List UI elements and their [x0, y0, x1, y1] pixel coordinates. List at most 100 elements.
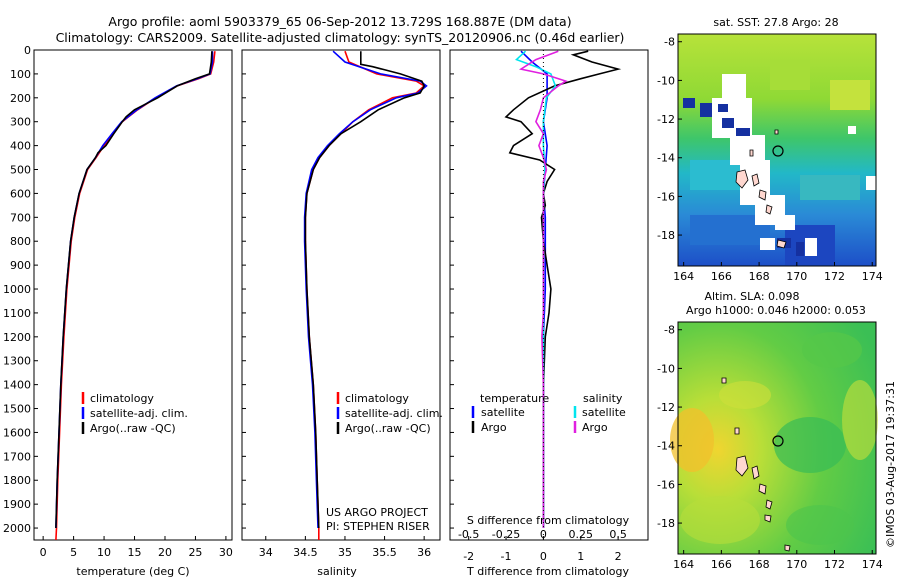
x-tick-label: 10: [97, 546, 111, 559]
depth-tick-label: 1200: [3, 331, 31, 344]
series-line-climatology: [55, 51, 216, 540]
sla-patch: [719, 381, 771, 409]
depth-tick-label: 500: [10, 164, 31, 177]
legend-label-argo: Argo(..raw -QC): [90, 422, 176, 435]
header-line-2: Climatology: CARS2009. Satellite-adjuste…: [56, 30, 625, 45]
map-x-tick-label: 170: [786, 270, 807, 283]
map-y-tick-label: -18: [657, 517, 675, 530]
legend-label-t-satellite: satellite: [481, 406, 525, 419]
map-y-tick-label: -18: [657, 229, 675, 242]
sst-map-ticks: 164 166 168 170 172 174 -8 -10 -12 -14 -16 -18: [657, 36, 883, 283]
x-tick-label: 2: [615, 550, 622, 563]
map-y-tick-label: -16: [657, 190, 675, 203]
depth-tick-label: 600: [10, 187, 31, 200]
depth-axis: 0 100 200 300 400 500 600 700 800 900 1000 1100 1200…: [3, 44, 454, 535]
project-line-1: US ARGO PROJECT: [326, 506, 428, 519]
sst-map-frame: [677, 33, 877, 267]
sla-patch: [670, 408, 714, 472]
x-tick-label: 36: [417, 546, 431, 559]
sla-patch: [802, 332, 862, 368]
x-tick-label: 15: [128, 546, 142, 559]
x-tick-label: 30: [219, 546, 233, 559]
legend-label-s-argo: Argo: [582, 421, 608, 434]
map-x-tick-label: 172: [824, 270, 845, 283]
x-tick-label: 35.5: [372, 546, 397, 559]
sst-argo-marker: [772, 145, 784, 157]
legend-label-argo: Argo(..raw -QC): [345, 422, 431, 435]
map-x-tick-label: 174: [862, 270, 883, 283]
depth-tick-label: 100: [10, 68, 31, 81]
map-x-tick-label: 170: [786, 558, 807, 571]
legend-label-s-satellite: satellite: [582, 406, 626, 419]
depth-tick-label: 1700: [3, 450, 31, 463]
series-line-climatology: [304, 50, 426, 540]
map-y-tick-label: -14: [657, 152, 675, 165]
temperature-xlabel: temperature (deg C): [76, 565, 189, 578]
difference-xlabel: T difference from climatology: [466, 565, 629, 578]
salinity-panel: [241, 49, 441, 541]
map-x-tick-label: 164: [673, 270, 694, 283]
series-line-argo-raw-qc-: [55, 51, 213, 529]
temperature-x-ticks: 0 5 10 15 20 25 30: [40, 536, 233, 559]
depth-tick-label: 0: [24, 44, 31, 57]
difference-xlabel-top: S difference from climatology: [467, 514, 630, 527]
series-line-argo-raw-qc-: [304, 51, 426, 529]
x-tick-label-salinity: 0: [540, 528, 547, 541]
sla-argo-marker: [772, 435, 784, 447]
x-tick-label: -2: [463, 550, 474, 563]
x-tick-label: 20: [158, 546, 172, 559]
depth-tick-label: 300: [10, 116, 31, 129]
depth-tick-label: 2000: [3, 522, 31, 535]
difference-series: [504, 50, 622, 540]
sst-islands: [735, 129, 787, 249]
depth-tick-label: 1900: [3, 498, 31, 511]
x-tick-label: 35: [338, 546, 352, 559]
map-x-tick-label: 164: [673, 558, 694, 571]
salinity-x-ticks: 34 34.5 35 35.5 36: [259, 536, 431, 559]
sst-map-title: sat. SST: 27.8 Argo: 28: [713, 16, 838, 29]
map-y-tick-label: -14: [657, 440, 675, 453]
map-y-tick-label: -10: [657, 362, 675, 375]
depth-tick-label: 700: [10, 211, 31, 224]
depth-tick-label: 800: [10, 235, 31, 248]
legend-label-climatology: climatology: [90, 392, 154, 405]
project-line-2: PI: STEPHEN RISER: [326, 520, 430, 533]
map-y-tick-label: -10: [657, 74, 675, 87]
legend-label-satellite: satellite-adj. clim.: [90, 407, 188, 420]
x-tick-label: 1: [577, 550, 584, 563]
depth-tick-label: 1300: [3, 355, 31, 368]
sla-map-title-2: Argo h1000: 0.046 h2000: 0.053: [686, 304, 866, 317]
x-tick-label: 5: [70, 546, 77, 559]
sla-patch: [680, 496, 760, 544]
map-y-tick-label: -16: [657, 478, 675, 491]
depth-tick-label: 1500: [3, 403, 31, 416]
series-line-s-argo: [518, 50, 568, 528]
x-tick-label: 0: [540, 550, 547, 563]
x-tick-label: 25: [188, 546, 202, 559]
temperature-legend: climatology satellite-adj. clim. Argo(..…: [81, 392, 188, 435]
sla-patch: [774, 417, 846, 473]
x-tick-label-salinity: 0.25: [569, 528, 594, 541]
difference-legend: temperature salinity satellite Argo sate…: [471, 392, 626, 434]
map-y-tick-label: -12: [657, 401, 675, 414]
temperature-panel: [33, 49, 233, 541]
salinity-legend: climatology satellite-adj. clim. Argo(..…: [336, 392, 443, 435]
depth-tick-label: 1000: [3, 283, 31, 296]
depth-tick-label: 1100: [3, 307, 31, 320]
map-y-tick-label: -8: [664, 36, 675, 49]
map-x-tick-label: 174: [862, 558, 883, 571]
difference-panel: [449, 49, 649, 541]
sst-patch: [770, 60, 810, 90]
header-line-1: Argo profile: aoml 5903379_65 06-Sep-201…: [108, 14, 571, 29]
depth-tick-label: 1600: [3, 426, 31, 439]
x-tick-label: -1: [501, 550, 512, 563]
series-line-satellite-adj-clim-: [55, 51, 214, 529]
x-tick-label: 34: [259, 546, 273, 559]
legend-label-satellite: satellite-adj. clim.: [345, 407, 443, 420]
sla-patch: [786, 505, 854, 545]
map-x-tick-label: 166: [711, 558, 732, 571]
x-tick-label-salinity: -0.25: [492, 528, 520, 541]
map-x-tick-label: 172: [824, 558, 845, 571]
map-x-tick-label: 166: [711, 270, 732, 283]
